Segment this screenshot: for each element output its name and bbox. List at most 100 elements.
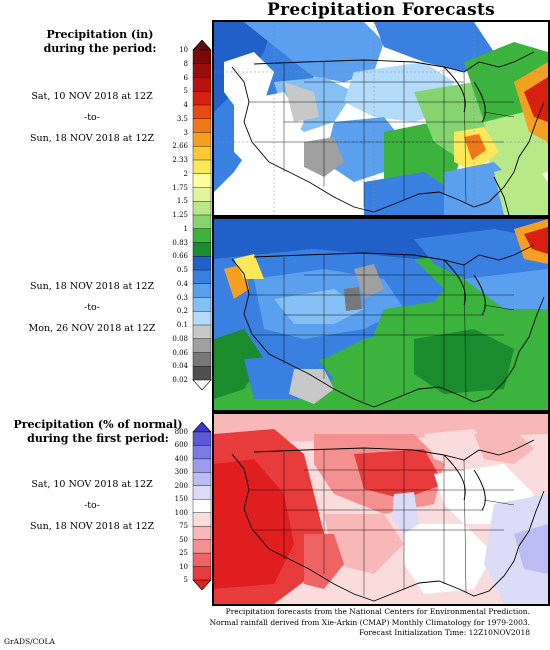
pct-colorbar-label: 10 bbox=[179, 562, 188, 571]
credit-label: GrADS/COLA bbox=[4, 637, 55, 646]
colorbar-swatch bbox=[192, 366, 212, 381]
pct-colorbar-label: 300 bbox=[174, 468, 188, 477]
pct-heading-line2: during the first period: bbox=[27, 432, 169, 445]
pct-colorbar-labels: 800 600 400 300 200 150 100 75 50 25 10 5 bbox=[164, 0, 190, 600]
precip-colorbar bbox=[192, 39, 212, 391]
precip-colorbar-label: 0.66 bbox=[172, 252, 188, 261]
precip-colorbar-label: 0.08 bbox=[172, 334, 188, 343]
pct-colorbar-label: 75 bbox=[179, 522, 188, 531]
colorbar-swatch bbox=[192, 485, 212, 500]
footer-line-climatology: Normal rainfall derived from Xie-Arkin (… bbox=[209, 617, 530, 627]
precip-colorbar-label: 0.04 bbox=[172, 362, 188, 371]
precip-map2-svg bbox=[214, 219, 548, 410]
colorbar-swatch bbox=[192, 146, 212, 161]
colorbar-swatch bbox=[192, 159, 212, 175]
colorbar-swatch bbox=[192, 104, 212, 120]
period2-start: Sun, 18 NOV 2018 at 12Z bbox=[29, 281, 155, 292]
precip-colorbar-label: 1.75 bbox=[172, 183, 188, 192]
colorbar-swatch bbox=[192, 228, 212, 244]
precip-colorbar-label: 4 bbox=[183, 101, 188, 109]
colorbar-bottom-arrow bbox=[192, 579, 212, 591]
precip-colorbar-label: 2.66 bbox=[172, 142, 188, 151]
colorbar-swatch bbox=[192, 91, 212, 106]
colorbar-swatch bbox=[192, 214, 212, 230]
period3-start: Sat, 10 NOV 2018 at 12Z bbox=[31, 479, 153, 490]
colorbar-swatch bbox=[192, 324, 212, 340]
pct-map-svg bbox=[214, 414, 548, 604]
colorbar-top-arrow bbox=[192, 39, 212, 51]
colorbar-swatch bbox=[192, 499, 212, 514]
pct-colorbar-svg bbox=[192, 421, 212, 591]
colorbar-swatch bbox=[192, 283, 212, 299]
colorbar-swatch bbox=[192, 552, 212, 568]
pct-colorbar-label: 50 bbox=[179, 535, 188, 544]
colorbar-swatch bbox=[192, 445, 212, 460]
colorbar-swatch bbox=[192, 132, 212, 147]
colorbar-swatch bbox=[192, 431, 212, 446]
precip-colorbar-label: 0.06 bbox=[172, 348, 188, 357]
precip-colorbar-label: 8 bbox=[183, 59, 188, 68]
colorbar-swatch bbox=[192, 201, 212, 216]
period2-label: Sun, 18 NOV 2018 at 12Z -to- Mon, 26 NOV… bbox=[0, 276, 192, 339]
precip-colorbar-label: 0.2 bbox=[176, 307, 188, 316]
colorbar-swatch bbox=[192, 539, 212, 554]
colorbar-swatch bbox=[192, 173, 212, 189]
period1-start: Sat, 10 NOV 2018 at 12Z bbox=[31, 91, 153, 102]
footer-notes: Precipitation forecasts from the Nationa… bbox=[200, 607, 530, 639]
colorbar-swatch bbox=[192, 256, 212, 271]
colorbar-swatch bbox=[192, 352, 212, 367]
colorbar-swatch bbox=[192, 525, 212, 541]
colorbar-swatch bbox=[192, 472, 212, 487]
precip-heading-line1: Precipitation (in) bbox=[46, 28, 154, 41]
precip-colorbar-label: 10 bbox=[179, 46, 188, 54]
period2-end: Mon, 26 NOV 2018 at 12Z bbox=[28, 323, 156, 334]
colorbar-swatch bbox=[192, 566, 212, 581]
precip-colorbar-label: 1.25 bbox=[172, 211, 188, 219]
colorbar-swatch bbox=[192, 242, 212, 257]
precip-map-period2 bbox=[212, 217, 550, 412]
precip-colorbar-label: 0.02 bbox=[172, 376, 188, 384]
precip-colorbar-label: 3.5 bbox=[176, 114, 188, 123]
colorbar-swatch bbox=[192, 118, 212, 134]
period1-label: Sat, 10 NOV 2018 at 12Z -to- Sun, 18 NOV… bbox=[0, 86, 192, 149]
pct-colorbar-label: 800 bbox=[174, 428, 188, 436]
period1-sep: -to- bbox=[84, 112, 100, 123]
colorbar-swatch bbox=[192, 269, 212, 285]
pct-colorbar-label: 25 bbox=[179, 549, 188, 558]
pct-colorbar-label: 400 bbox=[174, 454, 188, 463]
pct-colorbar-label: 100 bbox=[174, 508, 188, 517]
page-title: Precipitation Forecasts bbox=[266, 0, 496, 20]
precip-colorbar-label: 0.83 bbox=[172, 238, 188, 247]
pct-heading: Precipitation (% of normal) during the f… bbox=[6, 418, 190, 446]
colorbar-swatch bbox=[192, 311, 212, 326]
period3-label: Sat, 10 NOV 2018 at 12Z -to- Sun, 18 NOV… bbox=[0, 474, 192, 537]
precip-heading-line2: during the period: bbox=[43, 42, 157, 55]
precip-colorbar-label: 3 bbox=[183, 128, 188, 137]
precip-colorbar-label: 1 bbox=[183, 224, 188, 233]
period2-sep: -to- bbox=[84, 302, 100, 313]
pct-normal-map-period1 bbox=[212, 412, 550, 606]
pct-colorbar-label: 150 bbox=[174, 495, 188, 504]
colorbar-swatch bbox=[192, 297, 212, 312]
footer-line-source: Precipitation forecasts from the Nationa… bbox=[225, 607, 530, 616]
colorbar-swatch bbox=[192, 458, 212, 473]
footer-line-init-time: Forecast Initialization Time: 12Z10NOV20… bbox=[359, 628, 530, 637]
precip-colorbar-label: 0.3 bbox=[176, 293, 188, 302]
precip-heading: Precipitation (in) during the period: bbox=[10, 28, 190, 56]
precip-map1-svg bbox=[214, 22, 548, 215]
precip-colorbar-label: 0.5 bbox=[176, 266, 188, 274]
precip-map-period1 bbox=[212, 20, 550, 217]
pct-colorbar-label: 600 bbox=[174, 441, 188, 450]
precip-colorbar-label: 2.33 bbox=[172, 156, 188, 164]
precip-colorbar-label: 0.4 bbox=[176, 279, 188, 288]
precip-colorbar-label: 6 bbox=[183, 73, 188, 82]
precip-colorbar-svg bbox=[192, 39, 212, 391]
colorbar-swatch bbox=[192, 77, 212, 92]
precip-colorbar-label: 5 bbox=[183, 87, 188, 96]
period1-end: Sun, 18 NOV 2018 at 12Z bbox=[29, 133, 155, 144]
colorbar-swatch bbox=[192, 512, 212, 527]
period3-sep: -to- bbox=[84, 500, 100, 511]
colorbar-swatch bbox=[192, 338, 212, 354]
colorbar-swatch bbox=[192, 187, 212, 202]
pct-colorbar-label: 5 bbox=[183, 576, 188, 584]
